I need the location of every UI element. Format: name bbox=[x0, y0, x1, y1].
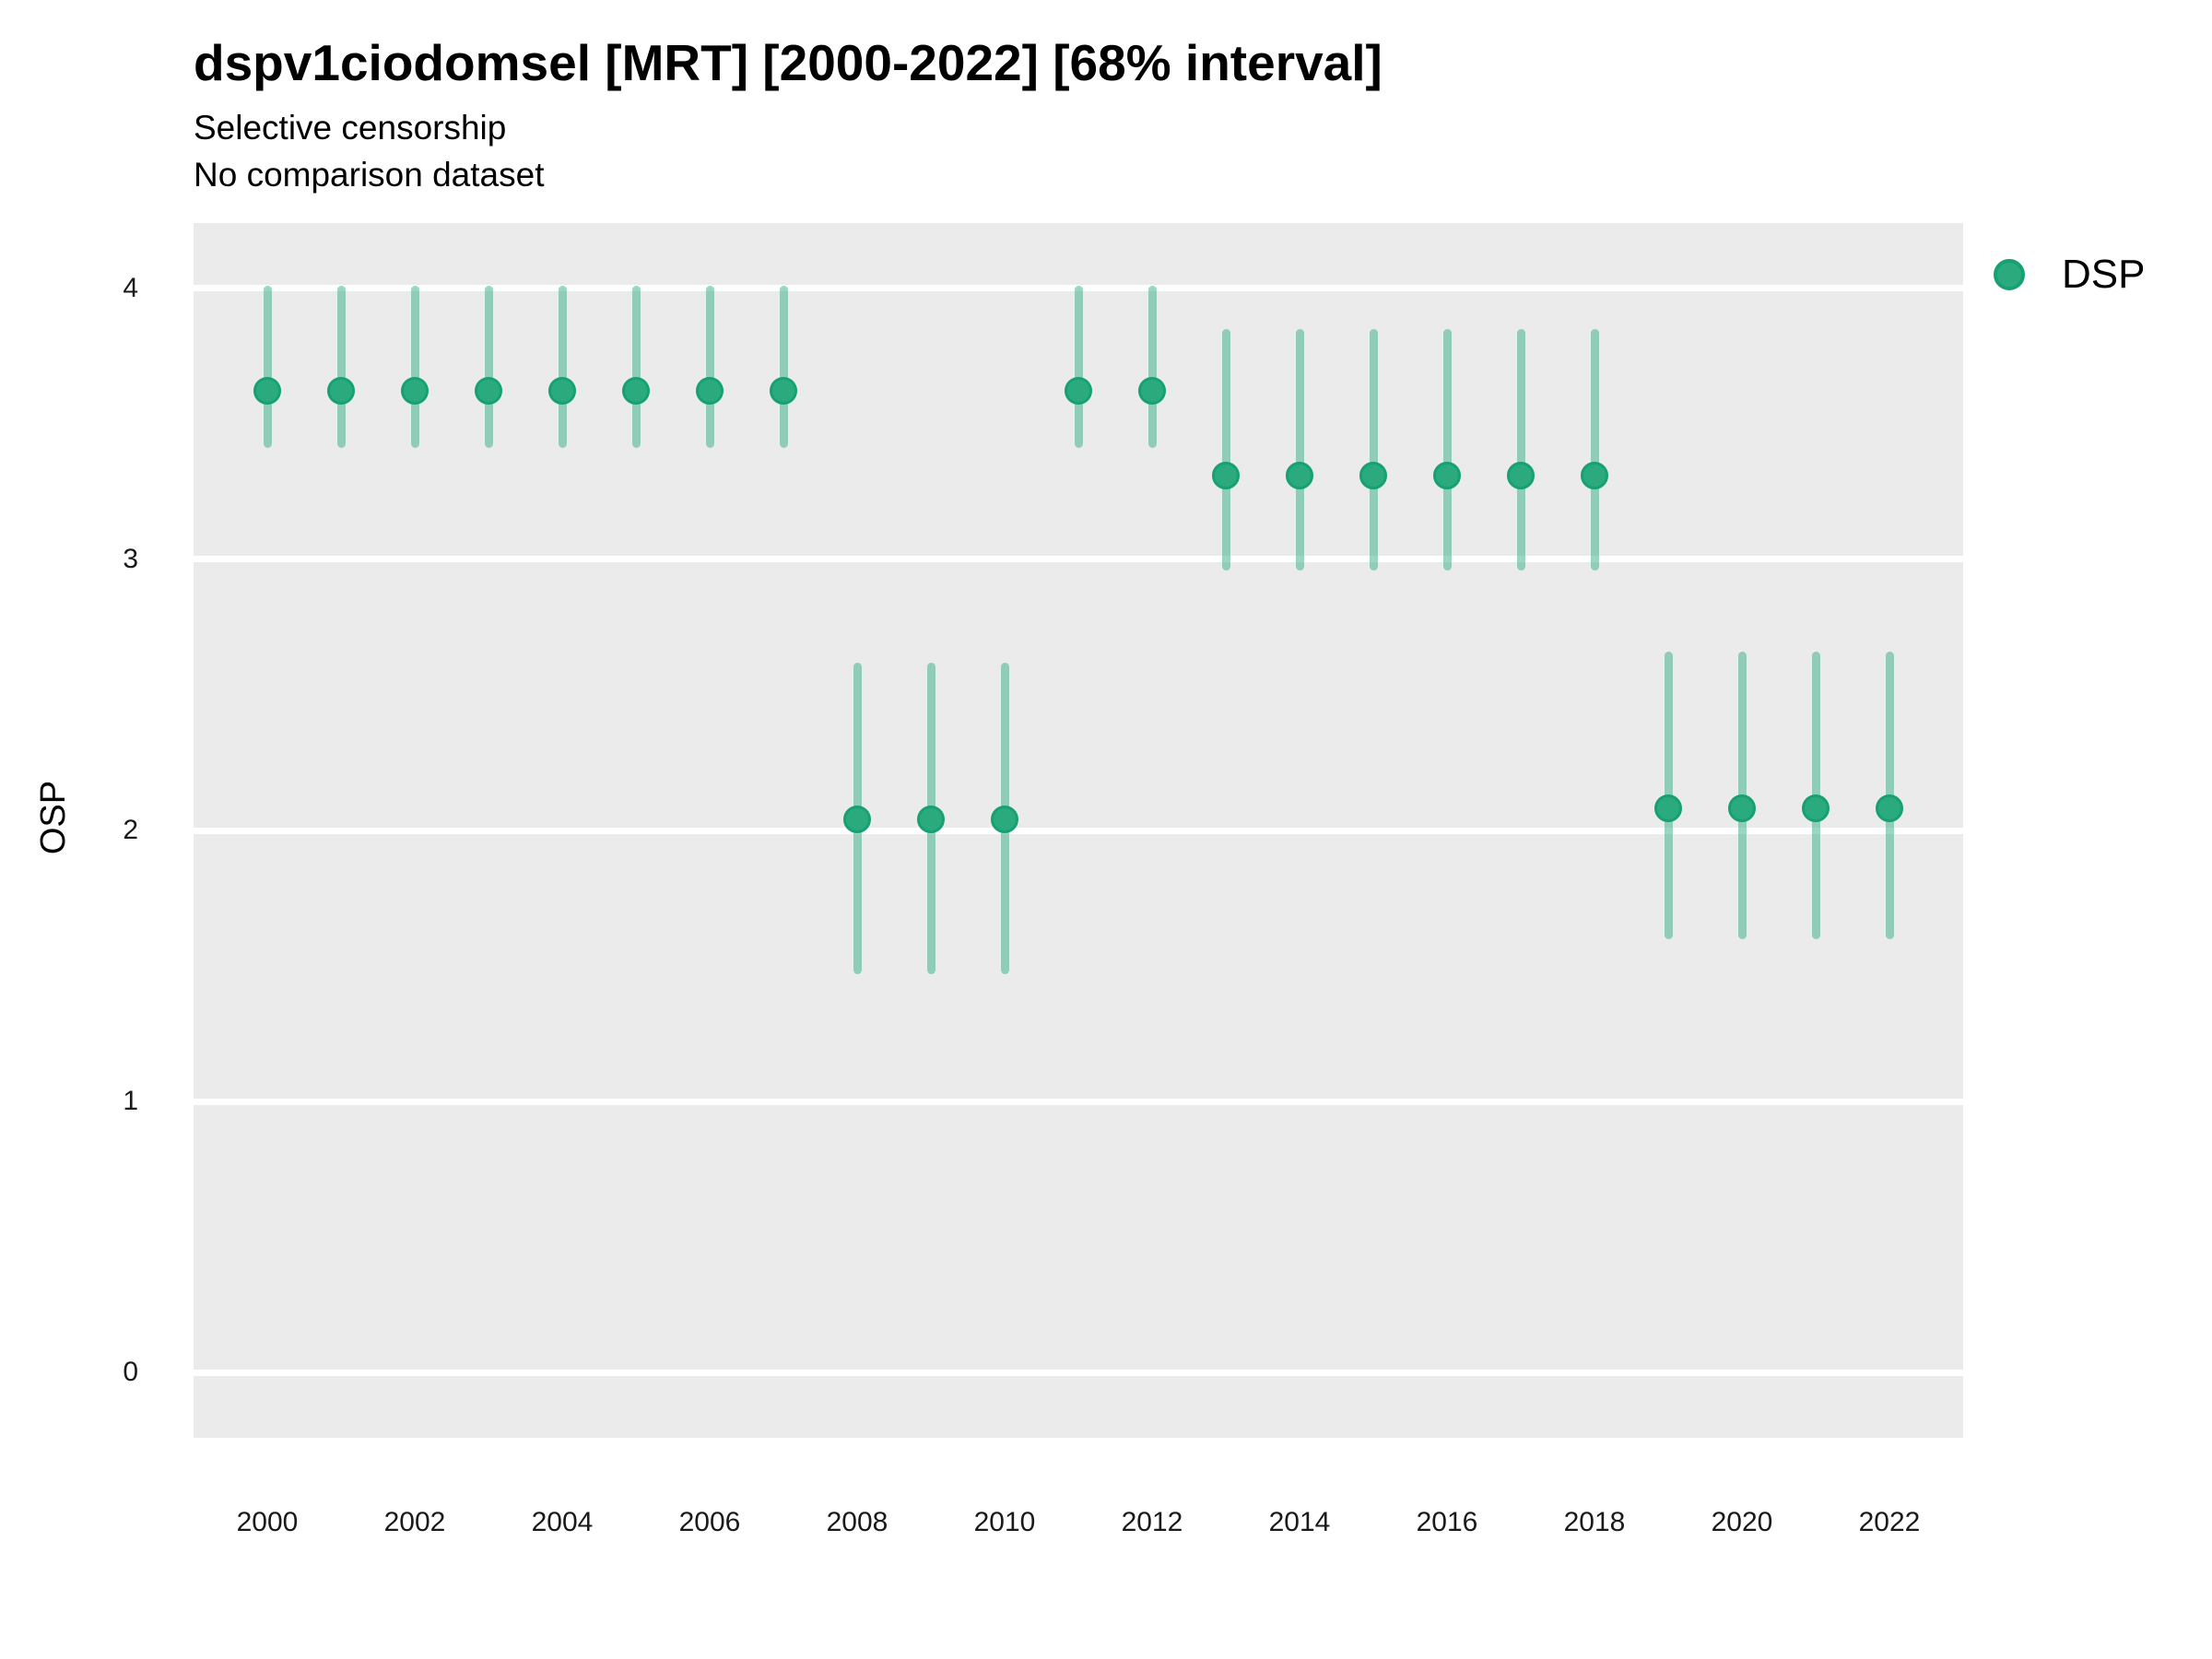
data-point-2016 bbox=[1433, 461, 1461, 489]
data-point-2008 bbox=[843, 806, 871, 834]
data-point-2002 bbox=[401, 377, 429, 406]
interval-bar-2013 bbox=[1221, 328, 1230, 571]
gridline-y-4 bbox=[194, 285, 1963, 292]
gridline-y-3 bbox=[194, 556, 1963, 563]
chart-subtitle-line2: No comparison dataset bbox=[194, 156, 545, 194]
interval-bar-2002 bbox=[410, 285, 419, 449]
data-point-2004 bbox=[548, 377, 576, 406]
x-tick-label-2018: 2018 bbox=[1563, 1507, 1626, 1537]
interval-bar-2003 bbox=[484, 285, 493, 449]
gridline-y-2 bbox=[194, 827, 1963, 834]
x-tick-label-2000: 2000 bbox=[236, 1507, 299, 1537]
legend-label-dsp: DSP bbox=[2062, 252, 2146, 297]
legend: DSP bbox=[1994, 249, 2145, 300]
y-tick-label-1: 1 bbox=[123, 1086, 138, 1117]
x-tick-label-2020: 2020 bbox=[1711, 1507, 1773, 1537]
y-tick-label-0: 0 bbox=[123, 1357, 138, 1388]
interval-bar-2007 bbox=[779, 285, 788, 449]
gridline-y-1 bbox=[194, 1098, 1963, 1105]
chart-title: dspv1ciodomsel [MRT] [2000-2022] [68% in… bbox=[194, 34, 1382, 91]
interval-bar-2005 bbox=[631, 285, 641, 449]
data-point-2000 bbox=[253, 377, 281, 406]
x-tick-label-2004: 2004 bbox=[531, 1507, 594, 1537]
interval-bar-2001 bbox=[336, 285, 346, 449]
interval-bar-2015 bbox=[1369, 328, 1378, 571]
interval-bar-2016 bbox=[1442, 328, 1452, 571]
data-point-2003 bbox=[475, 377, 502, 406]
x-tick-label-2012: 2012 bbox=[1121, 1507, 1183, 1537]
data-point-2005 bbox=[622, 377, 650, 406]
x-tick-label-2002: 2002 bbox=[383, 1507, 446, 1537]
data-point-2001 bbox=[327, 377, 355, 406]
data-point-2017 bbox=[1507, 461, 1535, 489]
data-point-2019 bbox=[1654, 794, 1682, 823]
interval-bar-2006 bbox=[705, 285, 714, 449]
y-tick-label-3: 3 bbox=[123, 543, 138, 574]
data-point-2012 bbox=[1138, 377, 1166, 406]
data-point-2010 bbox=[991, 806, 1018, 834]
data-point-2011 bbox=[1065, 377, 1092, 406]
interval-bar-2004 bbox=[558, 285, 567, 449]
x-tick-label-2022: 2022 bbox=[1858, 1507, 1921, 1537]
data-point-2018 bbox=[1581, 461, 1608, 489]
x-tick-label-2006: 2006 bbox=[678, 1507, 741, 1537]
interval-bar-2000 bbox=[263, 285, 272, 449]
data-point-2009 bbox=[917, 806, 945, 834]
x-tick-label-2008: 2008 bbox=[826, 1507, 888, 1537]
data-point-2007 bbox=[770, 377, 797, 406]
data-point-2015 bbox=[1359, 461, 1387, 489]
legend-point-marker-icon bbox=[1994, 259, 2025, 290]
gridline-y-0 bbox=[194, 1369, 1963, 1376]
y-tick-label-2: 2 bbox=[123, 815, 138, 845]
chart-subtitle-line1: Selective censorship bbox=[194, 109, 507, 147]
x-tick-label-2016: 2016 bbox=[1416, 1507, 1478, 1537]
x-tick-label-2014: 2014 bbox=[1268, 1507, 1331, 1537]
interval-bar-2017 bbox=[1516, 328, 1525, 571]
interval-bar-2012 bbox=[1147, 285, 1157, 449]
data-point-2013 bbox=[1212, 461, 1240, 489]
data-point-2006 bbox=[696, 377, 724, 406]
data-point-2022 bbox=[1876, 794, 1903, 823]
data-point-2021 bbox=[1802, 794, 1830, 823]
interval-bar-2018 bbox=[1590, 328, 1599, 571]
interval-bar-2014 bbox=[1295, 328, 1304, 571]
x-tick-label-2010: 2010 bbox=[973, 1507, 1036, 1537]
interval-bar-2011 bbox=[1074, 285, 1083, 449]
data-point-2020 bbox=[1728, 794, 1756, 823]
y-tick-label-4: 4 bbox=[123, 272, 138, 303]
data-point-2014 bbox=[1286, 461, 1313, 489]
